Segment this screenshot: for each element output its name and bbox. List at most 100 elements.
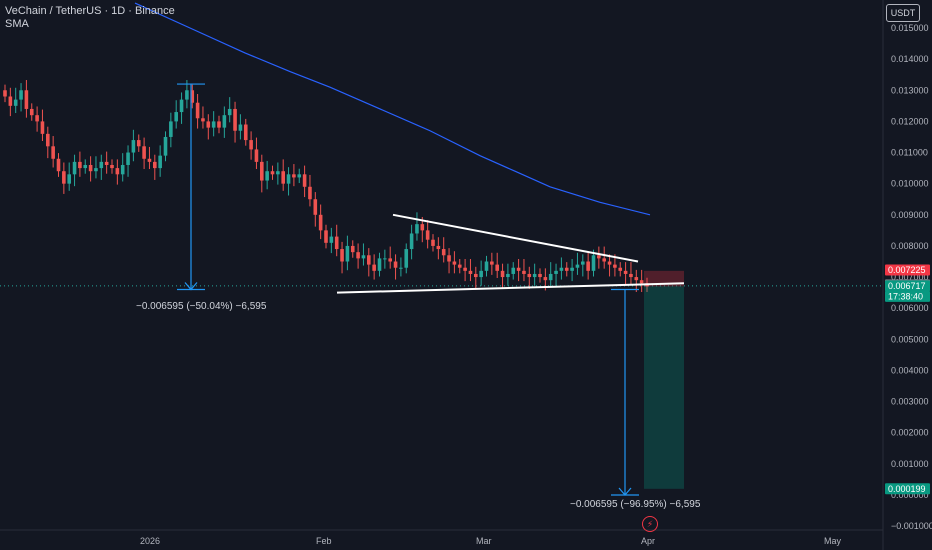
take-profit-zone: [644, 286, 684, 489]
candle-body: [575, 264, 580, 268]
candle-body: [78, 161, 82, 169]
candle-body: [441, 249, 446, 256]
candle-body: [3, 90, 7, 97]
candle-body: [265, 171, 269, 181]
candle-body: [613, 264, 617, 268]
candle-body: [99, 161, 104, 169]
candle-body: [243, 124, 248, 141]
candle-body: [238, 124, 243, 131]
candle-body: [158, 155, 162, 169]
candle-body: [543, 277, 548, 281]
candle-body: [227, 108, 232, 116]
candle-body: [147, 158, 152, 162]
sma-indicator-label[interactable]: SMA: [5, 18, 29, 30]
candle-body: [281, 171, 285, 184]
symbol-title[interactable]: VeChain / TetherUS · 1D · Binance: [5, 5, 175, 17]
candle-body: [270, 171, 275, 175]
candle-body: [436, 245, 441, 250]
candle-body: [24, 90, 29, 109]
candle-body: [222, 115, 227, 128]
y-tick-label: 0.008000: [891, 241, 929, 251]
candle-body: [474, 273, 478, 278]
candle-body: [217, 121, 221, 128]
candle-body: [115, 168, 120, 175]
candle-body: [559, 267, 564, 271]
candle-body: [179, 99, 184, 113]
candle-body: [377, 258, 382, 271]
candle-body: [495, 264, 499, 271]
sma-line: [134, 2, 651, 216]
candle-body: [51, 146, 55, 159]
stop-loss-zone: [644, 270, 684, 287]
candle-body: [313, 199, 318, 215]
candle-body: [554, 270, 558, 274]
y-tick-label: 0.007000: [891, 272, 929, 282]
y-tick-label: 0.001000: [891, 459, 929, 469]
measure-1-arrowhead: [184, 282, 198, 291]
candle-body: [329, 236, 334, 243]
candle-body: [372, 264, 376, 271]
candle-body: [457, 264, 462, 268]
candle-body: [120, 164, 125, 175]
candle-body: [431, 239, 435, 246]
candle-body: [126, 152, 130, 165]
candle-body: [35, 115, 39, 122]
candle-body: [88, 164, 93, 172]
candle-body: [206, 121, 211, 128]
candle-body: [597, 255, 601, 259]
currency-button[interactable]: USDT: [886, 4, 920, 22]
price-label-text: 0.007225: [888, 265, 926, 275]
y-tick-label: 0.002000: [891, 428, 929, 438]
candle-body: [110, 164, 114, 169]
candle-body: [516, 267, 521, 271]
candle-body: [383, 258, 387, 260]
candle-body: [511, 267, 516, 274]
price-label-tag: [885, 483, 930, 495]
candle-body: [185, 90, 189, 100]
candle-body: [586, 261, 590, 271]
triangle-upper-line[interactable]: [392, 213, 639, 263]
triangle-lower-line[interactable]: [336, 282, 685, 294]
candle-body: [409, 233, 414, 250]
candle-body: [233, 108, 237, 131]
x-tick-label: Mar: [476, 536, 492, 546]
candle-body: [254, 149, 259, 162]
measure-label-2: −0.006595 (−96.95%) −6,595: [570, 499, 701, 510]
candle-body: [201, 118, 205, 122]
y-tick-label: 0.005000: [891, 334, 929, 344]
candle-body: [62, 171, 66, 184]
candle-body: [425, 230, 430, 240]
candle-body: [29, 108, 34, 116]
candle-body: [46, 133, 50, 147]
candle-body: [174, 112, 178, 122]
candle-body: [276, 171, 280, 175]
candle-body: [153, 161, 157, 169]
candle-body: [415, 224, 419, 234]
y-tick-label: 0.013000: [891, 85, 929, 95]
candle-body: [634, 277, 639, 281]
candle-body: [522, 270, 526, 274]
candle-body: [72, 161, 77, 175]
candle-body: [56, 158, 61, 172]
y-tick-label: 0.011000: [891, 148, 928, 158]
candle-body: [479, 270, 483, 278]
candle-body: [211, 121, 216, 128]
y-tick-label: 0.003000: [891, 397, 929, 407]
candle-body: [318, 214, 323, 231]
x-tick-label: 2026: [140, 536, 160, 546]
candle-body: [447, 255, 451, 262]
candle-body: [308, 186, 312, 200]
candle-body: [83, 164, 88, 169]
candle-body: [564, 267, 569, 271]
measure-label-1: −0.006595 (−50.04%) −6,595: [136, 301, 267, 312]
candle-body: [607, 261, 612, 265]
bolt-icon[interactable]: ⚡: [642, 516, 658, 532]
candle-body: [490, 261, 494, 265]
candle-body: [334, 236, 339, 250]
candle-body: [131, 140, 136, 153]
candle-body: [538, 273, 542, 278]
candle-body: [345, 245, 350, 262]
candle-body: [623, 270, 628, 274]
